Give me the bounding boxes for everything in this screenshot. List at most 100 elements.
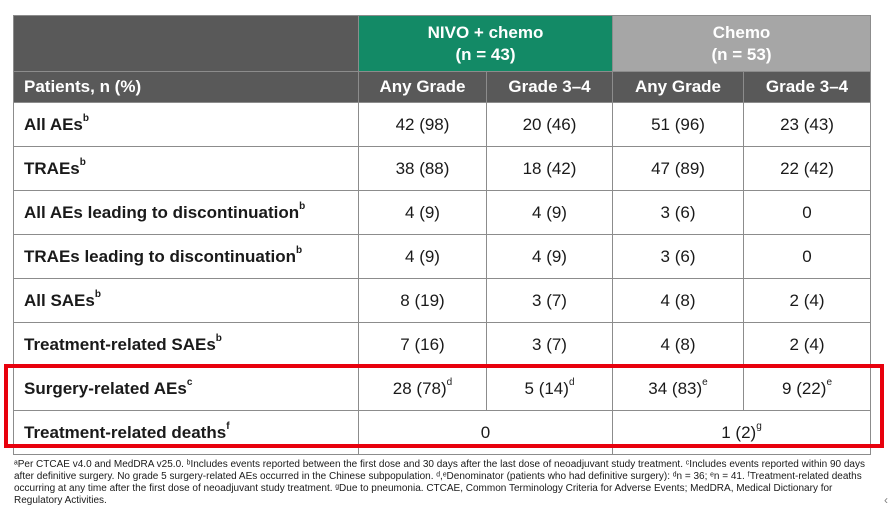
row-label-text: Treatment-related SAEs [24,334,216,354]
deaths-arm2-sup: g [756,420,762,432]
row-label-text: TRAEs [24,158,80,178]
cell-value-text: 8 (19) [400,290,445,310]
col-any-grade-arm2: Any Grade [612,71,745,103]
row-label: All SAEsb [13,278,359,323]
col-any-grade-arm1: Any Grade [358,71,487,103]
table-row: Treatment-related SAEsb 7 (16) 3 (7) 4 (8) 2… [13,322,872,367]
row-label-text: TRAEs leading to discontinuation [24,246,296,266]
cell-value-text: 4 (9) [405,202,440,222]
table-row: All AEs leading to discontinuationb 4 (9)… [13,190,872,235]
arm2-name: Chemo [712,22,771,42]
patients-label: Patients, n (%) [13,71,359,103]
cell-value-text: 4 (9) [405,246,440,266]
row-label-text: Surgery-related AEs [24,378,187,398]
row-label-text: All SAEs [24,290,95,310]
cell-value-text: 5 (14) [524,378,569,398]
cell-value-text: 22 (42) [780,158,834,178]
cell-value: 8 (19) [358,278,487,323]
header-blank-cell [13,15,359,72]
row-label: All AEs leading to discontinuationb [13,190,359,235]
cell-value: 4 (8) [612,322,745,367]
cell-value: 22 (42) [743,146,872,191]
row-label-text: All AEs [24,114,83,134]
cell-value-sup: d [446,376,453,388]
cell-value: 3 (7) [485,278,614,323]
row-label-sup: b [296,244,303,256]
cell-value: 18 (42) [485,146,614,191]
cell-value-text: 42 (98) [395,114,450,134]
cell-value-text: 20 (46) [522,114,577,134]
cell-value-text: 18 (42) [522,158,577,178]
cell-value: 3 (6) [612,190,745,235]
cell-value: 2 (4) [743,278,872,323]
col-grade34-arm1: Grade 3–4 [485,71,614,103]
row-label-text: All AEs leading to discontinuation [24,202,300,222]
cell-value-text: 34 (83) [648,378,703,398]
cell-value-text: 3 (7) [532,290,567,310]
cell-value: 4 (9) [485,190,614,235]
corner-arrow-icon: ‹ [884,493,888,507]
table-row: TRAEs leading to discontinuationb 4 (9) 4 … [13,234,872,279]
cell-value: 42 (98) [358,102,487,147]
cell-value-text: 2 (4) [789,290,825,310]
arm2-n: (n = 53) [711,44,772,64]
cell-value-text: 3 (6) [660,246,696,266]
row-label-sup: b [79,156,86,168]
cell-value-text: 0 [802,202,812,222]
arm1-name: NIVO + chemo [427,22,544,42]
table-row: TRAEsb 38 (88) 18 (42) 47 (89) 22 (42) [13,146,872,191]
row-label-sup: b [82,112,89,124]
cell-value-sup: d [568,376,575,388]
cell-value-text: 47 (89) [651,158,705,178]
cell-value-text: 23 (43) [780,114,834,134]
cell-value: 3 (7) [485,322,614,367]
cell-value: 47 (89) [612,146,745,191]
cell-value: 20 (46) [485,102,614,147]
cell-value-text: 28 (78) [392,378,447,398]
row-label: TRAEsb [13,146,359,191]
cell-value: 23 (43) [743,102,872,147]
cell-value-text: 9 (22) [782,378,827,398]
cell-value-text: 0 [802,246,812,266]
cell-value: 4 (8) [612,278,745,323]
row-label-sup: b [215,332,222,344]
table-row: All SAEsb 8 (19) 3 (7) 4 (8) 2 (4) [13,278,872,323]
cell-value: 2 (4) [743,322,872,367]
highlight-box [4,364,884,448]
col-grade34-arm2: Grade 3–4 [743,71,872,103]
row-label: Treatment-related SAEsb [13,322,359,367]
arm1-header: NIVO + chemo (n = 43) [357,15,614,72]
header-row-columns: Patients, n (%) Any Grade Grade 3–4 Any … [13,71,872,103]
cell-value-text: 2 (4) [789,334,825,354]
cell-value-text: 3 (6) [660,202,696,222]
cell-value: 0 [743,190,872,235]
cell-value-text: 4 (9) [532,246,567,266]
cell-value-text: 51 (96) [651,114,705,134]
arm2-header: Chemo (n = 53) [612,15,872,72]
row-label-sup: c [186,376,193,388]
cell-value-sup: e [826,376,832,388]
row-label-sup: b [94,288,101,300]
cell-value-text: 3 (7) [532,334,567,354]
cell-value: 4 (9) [358,190,487,235]
arm1-n: (n = 43) [455,44,516,64]
cell-value-text: 4 (8) [660,290,696,310]
footnote: ᵃPer CTCAE v4.0 and MedDRA v25.0. ᵇInclu… [14,459,865,506]
cell-value: 7 (16) [358,322,487,367]
cell-value-text: 4 (9) [532,202,567,222]
cell-value: 38 (88) [358,146,487,191]
cell-value-text: 38 (88) [395,158,450,178]
cell-value-sup: e [702,376,708,388]
deaths-arm2-value: 1 (2) [721,422,757,442]
cell-value: 51 (96) [612,102,745,147]
cell-value: 4 (9) [485,234,614,279]
cell-value-text: 4 (8) [660,334,696,354]
row-label: All AEsb [13,102,359,147]
cell-value: 0 [743,234,872,279]
table-row: All AEsb 42 (98) 20 (46) 51 (96) 23 (43) [13,102,872,147]
cell-value: 9 (22)e [743,366,872,411]
cell-value: 5 (14)d [485,366,614,411]
deaths-arm1-value: 0 [480,422,491,442]
deaths-label-sup: f [226,420,230,432]
header-row-arms: NIVO + chemo (n = 43) Chemo (n = 53) [13,15,872,72]
